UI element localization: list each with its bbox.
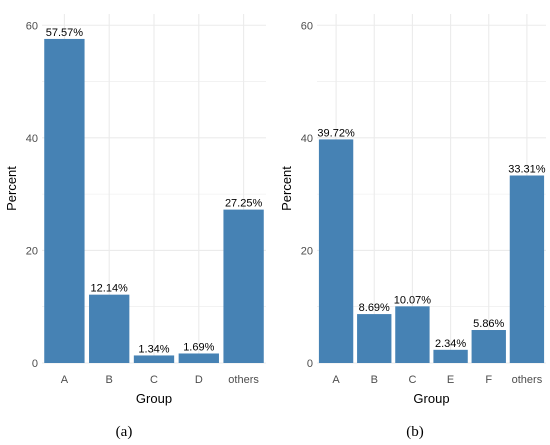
y-axis-title: Percent <box>279 166 294 211</box>
bar-E <box>433 349 468 363</box>
data-label: 27.25% <box>225 198 263 210</box>
y-tick-label: 60 <box>301 20 313 32</box>
data-label: 2.34% <box>435 338 466 350</box>
panel-caption-a: (a) <box>115 424 133 440</box>
y-tick-label: 40 <box>26 133 38 145</box>
x-tick-label: others <box>228 374 259 386</box>
y-tick-label: 0 <box>307 358 313 370</box>
bar-chart-a: 0 20 40 60 57.57% A 12.14% B 1.34% C 1.69% D 27.25% o… <box>4 14 266 406</box>
data-label: 1.69% <box>183 341 214 353</box>
bar-C <box>133 355 175 363</box>
data-label: 10.07% <box>394 294 432 306</box>
data-label: 8.69% <box>359 302 390 314</box>
bar-B <box>89 294 130 363</box>
data-label: 57.57% <box>46 27 84 39</box>
data-label: 39.72% <box>317 127 355 139</box>
bar-F <box>471 330 506 363</box>
bar-B <box>357 314 392 363</box>
x-tick-label: others <box>512 374 543 386</box>
x-tick-label: C <box>408 374 416 386</box>
x-tick-label: E <box>447 374 454 386</box>
x-axis-title: Group <box>413 391 449 406</box>
y-tick-label: 60 <box>26 20 38 32</box>
chart-panel-a: 0 20 40 60 57.57% A 12.14% B 1.34% C 1.69% D 27.25% o… <box>4 14 266 406</box>
bar-chart-b: 0 20 40 60 39.72% A 8.69% B 10.07% C 2.34% E 5.86% F 3… <box>279 14 546 406</box>
x-tick-label: A <box>61 374 69 386</box>
bar-others <box>223 209 264 363</box>
data-label: 12.14% <box>91 283 129 295</box>
y-tick-label: 0 <box>32 358 38 370</box>
chart-panel-b: 0 20 40 60 39.72% A 8.69% B 10.07% C 2.34% E 5.86% F 3… <box>275 0 550 445</box>
x-tick-label: B <box>371 374 378 386</box>
panel-caption-b: (b) <box>406 424 424 440</box>
data-label: 33.31% <box>508 163 546 175</box>
bar-A <box>44 38 85 363</box>
data-label: 5.86% <box>473 318 504 330</box>
x-tick-label: A <box>332 374 340 386</box>
x-tick-label: D <box>195 374 203 386</box>
y-axis-title: Percent <box>4 166 19 211</box>
x-tick-label: F <box>485 374 492 386</box>
x-tick-label: B <box>106 374 113 386</box>
y-tick-label: 20 <box>301 245 313 257</box>
bar-A <box>318 139 354 363</box>
y-tick-label: 20 <box>26 245 38 257</box>
data-label: 1.34% <box>138 343 169 355</box>
x-tick-label: C <box>150 374 158 386</box>
x-axis-title: Group <box>136 391 172 406</box>
bar-C <box>395 306 430 363</box>
bar-others <box>509 175 545 363</box>
bar-D <box>178 353 219 363</box>
y-tick-label: 40 <box>301 133 313 145</box>
